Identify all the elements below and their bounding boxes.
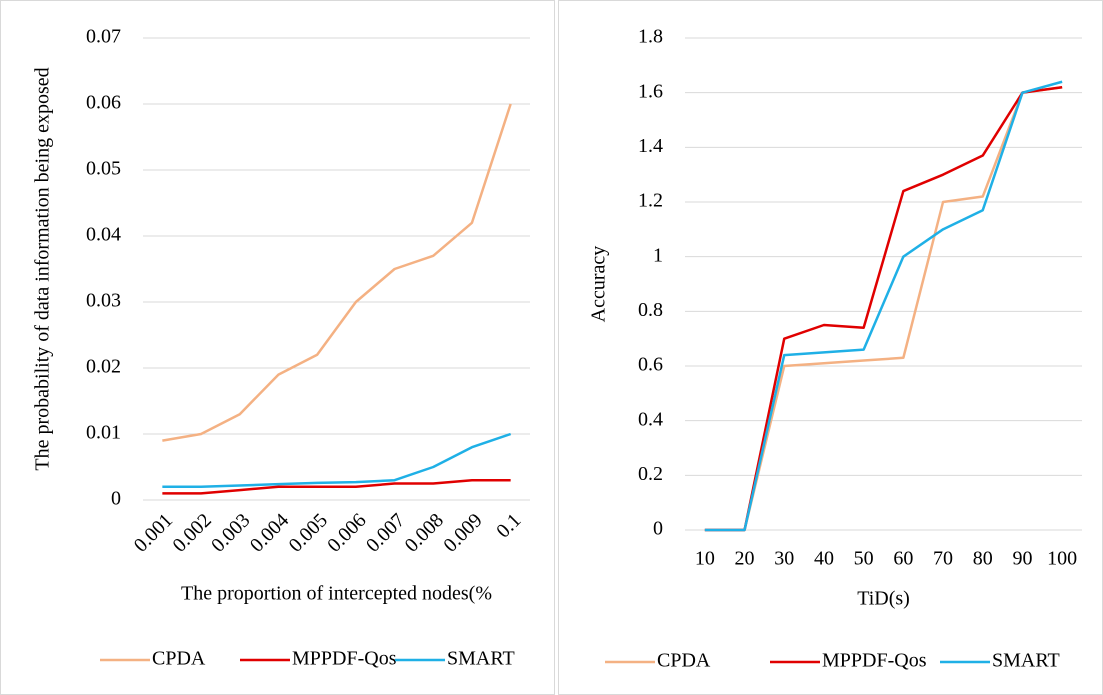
x-tick-label: 60 <box>893 548 913 570</box>
panel-frame <box>0 0 555 695</box>
line-series <box>162 478 511 495</box>
y-tick-label: 0.2 <box>638 463 663 485</box>
legend-label: CPDA <box>152 648 206 670</box>
y-tick-label: 0.02 <box>86 356 121 378</box>
y-tick-label: 1.4 <box>638 135 663 157</box>
y-tick-label: 0 <box>653 518 663 540</box>
x-tick-label: 50 <box>854 548 874 570</box>
y-tick-label: 0 <box>111 488 121 510</box>
x-tick-label: 100 <box>1047 548 1077 570</box>
x-tick-label: 90 <box>1012 548 1032 570</box>
y-tick-label: 1.8 <box>638 26 663 48</box>
x-axis-title: TiD(s) <box>857 588 910 610</box>
y-tick-label: 0.06 <box>86 92 121 114</box>
line-series <box>704 80 1063 532</box>
y-tick-label: 1.6 <box>638 80 663 102</box>
y-tick-label: 0.4 <box>638 408 663 430</box>
y-tick-label: 0.6 <box>638 354 663 376</box>
x-axis-title: The proportion of intercepted nodes(% <box>181 583 492 605</box>
y-tick-label: 0.07 <box>86 26 121 48</box>
x-tick-label: 10 <box>695 548 715 570</box>
x-tick-label: 20 <box>735 548 755 570</box>
x-tick-label: 80 <box>973 548 993 570</box>
y-tick-label: 1.2 <box>638 190 663 212</box>
legend-label: SMART <box>447 648 515 670</box>
legend-label: CPDA <box>657 650 711 672</box>
legend-label: MPPDF-Qos <box>822 650 927 672</box>
panel-frame <box>558 0 1103 695</box>
x-tick-label: 30 <box>774 548 794 570</box>
line-series <box>704 85 1063 532</box>
y-tick-label: 0.8 <box>638 299 663 321</box>
x-tick-label: 70 <box>933 548 953 570</box>
line-series <box>162 432 512 489</box>
line-series <box>162 103 512 442</box>
y-axis-title: Accuracy <box>588 246 610 323</box>
legend-label: MPPDF-Qos <box>292 648 397 670</box>
y-tick-label: 0.05 <box>86 158 121 180</box>
x-tick-label: 40 <box>814 548 834 570</box>
y-axis-title: The probability of data information bein… <box>32 67 54 470</box>
y-tick-label: 0.01 <box>86 422 121 444</box>
y-tick-label: 0.04 <box>86 224 121 246</box>
legend-label: SMART <box>992 650 1060 672</box>
y-tick-label: 1 <box>653 244 663 266</box>
y-tick-label: 0.03 <box>86 290 121 312</box>
